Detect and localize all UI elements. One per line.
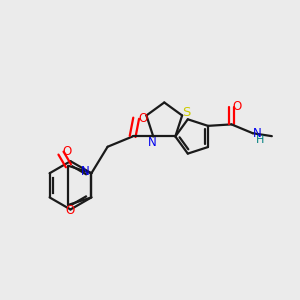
Text: N: N	[253, 127, 262, 140]
Text: N: N	[81, 165, 89, 178]
Text: O: O	[65, 204, 74, 217]
Text: H: H	[256, 135, 264, 145]
Text: O: O	[62, 145, 71, 158]
Text: O: O	[233, 100, 242, 113]
Text: O: O	[138, 112, 147, 125]
Text: S: S	[182, 106, 190, 119]
Text: N: N	[147, 136, 156, 149]
